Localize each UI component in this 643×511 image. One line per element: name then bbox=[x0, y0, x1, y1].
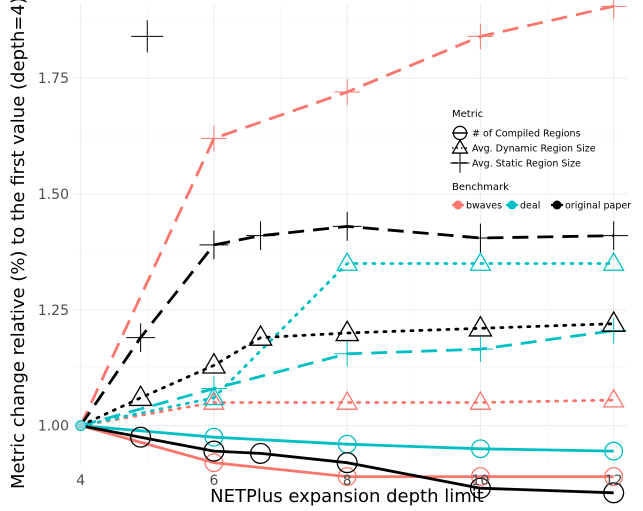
point-original-paper-of-compiled-regions bbox=[469, 477, 491, 499]
point-original-paper-avg-dynamic-region-size bbox=[334, 319, 360, 342]
point-original-paper-avg-dynamic-region-size bbox=[248, 324, 273, 346]
point-bwaves-of-compiled-regions bbox=[204, 453, 224, 473]
point-bwaves-avg-dynamic-region-size bbox=[469, 390, 492, 410]
point-deal-of-compiled-regions bbox=[604, 441, 624, 461]
legend-key-deal bbox=[506, 200, 518, 210]
point-deal-of-compiled-regions bbox=[204, 427, 224, 447]
point-bwaves-avg-dynamic-region-size bbox=[202, 390, 225, 410]
x-tick-label: 12 bbox=[605, 473, 623, 489]
point-original-paper-of-compiled-regions bbox=[203, 440, 225, 462]
legend-key-original-paper bbox=[551, 200, 563, 210]
series-line-bwaves-of-compiled-regions bbox=[80, 424, 614, 478]
legend-key-dot bbox=[453, 200, 463, 210]
point-bwaves-avg-static-region-size bbox=[201, 125, 227, 152]
point-deal-avg-static-region-size bbox=[334, 341, 360, 367]
legend-key-marker bbox=[451, 138, 469, 154]
point-original-paper-avg-dynamic-region-size bbox=[201, 352, 227, 374]
point-original-paper-avg-static-region-size bbox=[332, 211, 362, 241]
point-original-paper-of-compiled-regions bbox=[603, 482, 625, 504]
y-axis-title: Metric change relative (%) to the first … bbox=[8, 0, 29, 489]
legend-title-benchmark: Benchmark bbox=[452, 182, 509, 193]
point-deal-of-compiled-regions bbox=[470, 439, 490, 459]
point-bwaves-avg-dynamic-region-size bbox=[336, 390, 359, 410]
point-deal-avg-static-region-size bbox=[467, 336, 494, 362]
y-axis-ticks: 1.00 1.25 1.50 1.75 bbox=[38, 71, 69, 434]
legend-key-avg-dynamic-region-size bbox=[451, 138, 469, 154]
legend-title-metric: Metric bbox=[452, 109, 483, 120]
series-line-deal-of-compiled-regions bbox=[80, 424, 614, 453]
x-tick-label: 4 bbox=[76, 473, 85, 489]
x-tick-label: 8 bbox=[343, 473, 352, 489]
point-bwaves-avg-static-region-size bbox=[334, 79, 360, 105]
point-original-paper-avg-static-region-size bbox=[599, 221, 629, 251]
legend: Metric # of Compiled Regions Avg. Dynamic … bbox=[450, 109, 631, 212]
legend-label-avg-dynamic-region-size: Avg. Dynamic Region Size bbox=[472, 144, 596, 155]
point-original-paper-of-compiled-regions bbox=[336, 452, 358, 474]
point-bwaves-of-compiled-regions bbox=[470, 467, 490, 487]
legend-key-marker bbox=[450, 153, 470, 173]
series-line-bwaves-avg-dynamic-region-size bbox=[79, 398, 616, 427]
point-deal-avg-static-region-size bbox=[201, 375, 227, 402]
point-start bbox=[75, 420, 87, 432]
point-bwaves-of-compiled-regions bbox=[604, 467, 624, 487]
x-tick-label: 6 bbox=[209, 473, 218, 489]
point-deal-avg-dynamic-region-size bbox=[602, 251, 625, 271]
point-original-paper-avg-static-region-size bbox=[246, 221, 275, 251]
point-deal-avg-dynamic-region-size bbox=[202, 386, 225, 406]
point-bwaves-avg-dynamic-region-size bbox=[602, 388, 625, 408]
legend-label-deal: deal bbox=[520, 201, 540, 212]
point-original-paper-avg-dynamic-region-size bbox=[468, 315, 493, 337]
x-tick-label: 10 bbox=[472, 473, 490, 489]
series-line-original-paper-of-compiled-regions bbox=[80, 424, 614, 495]
point-bwaves-of-compiled-regions bbox=[337, 467, 357, 487]
y-tick-label: 1.75 bbox=[38, 71, 69, 87]
x-axis-title: NETPlus expansion depth limit bbox=[210, 486, 484, 507]
x-axis-ticks: 4 6 8 10 12 bbox=[76, 473, 622, 489]
point-deal-avg-static-region-size bbox=[600, 317, 627, 344]
point-original-paper-of-compiled-regions bbox=[250, 442, 272, 464]
series-line-deal-avg-dynamic-region-size bbox=[79, 262, 616, 427]
point-original-paper-avg-static-region-size bbox=[126, 323, 156, 352]
point-bwaves-avg-static-region-size bbox=[600, 0, 627, 20]
y-tick-label: 1.25 bbox=[38, 303, 69, 319]
point-deal-avg-dynamic-region-size bbox=[336, 251, 359, 271]
grid bbox=[74, 4, 627, 465]
point-bwaves-avg-static-region-size bbox=[467, 23, 494, 50]
annotation-marker bbox=[131, 20, 164, 53]
point-original-paper-avg-static-region-size bbox=[199, 230, 229, 260]
legend-key-bwaves bbox=[452, 200, 464, 210]
y-tick-label: 1.00 bbox=[38, 419, 69, 435]
legend-key-of-compiled-regions bbox=[452, 125, 468, 141]
legend-label-avg-static-region-size: Avg. Static Region Size bbox=[472, 159, 581, 170]
legend-label-original-paper: original paper bbox=[565, 201, 631, 212]
legend-key-dot bbox=[507, 200, 517, 210]
legend-label-of-compiled-regions: # of Compiled Regions bbox=[472, 129, 581, 140]
series-markers bbox=[75, 0, 629, 504]
legend-key-avg-static-region-size bbox=[450, 153, 470, 173]
legend-key-dot bbox=[552, 200, 562, 210]
point-original-paper-of-compiled-regions bbox=[130, 426, 152, 448]
series-line-original-paper-avg-dynamic-region-size bbox=[79, 322, 616, 427]
point-deal-avg-dynamic-region-size bbox=[469, 251, 492, 271]
legend-label-bwaves: bwaves bbox=[466, 201, 502, 212]
point-original-paper-avg-dynamic-region-size bbox=[128, 384, 153, 407]
point-original-paper-avg-dynamic-region-size bbox=[601, 310, 626, 332]
y-tick-label: 1.50 bbox=[38, 187, 69, 203]
point-original-paper-avg-static-region-size bbox=[466, 223, 495, 253]
